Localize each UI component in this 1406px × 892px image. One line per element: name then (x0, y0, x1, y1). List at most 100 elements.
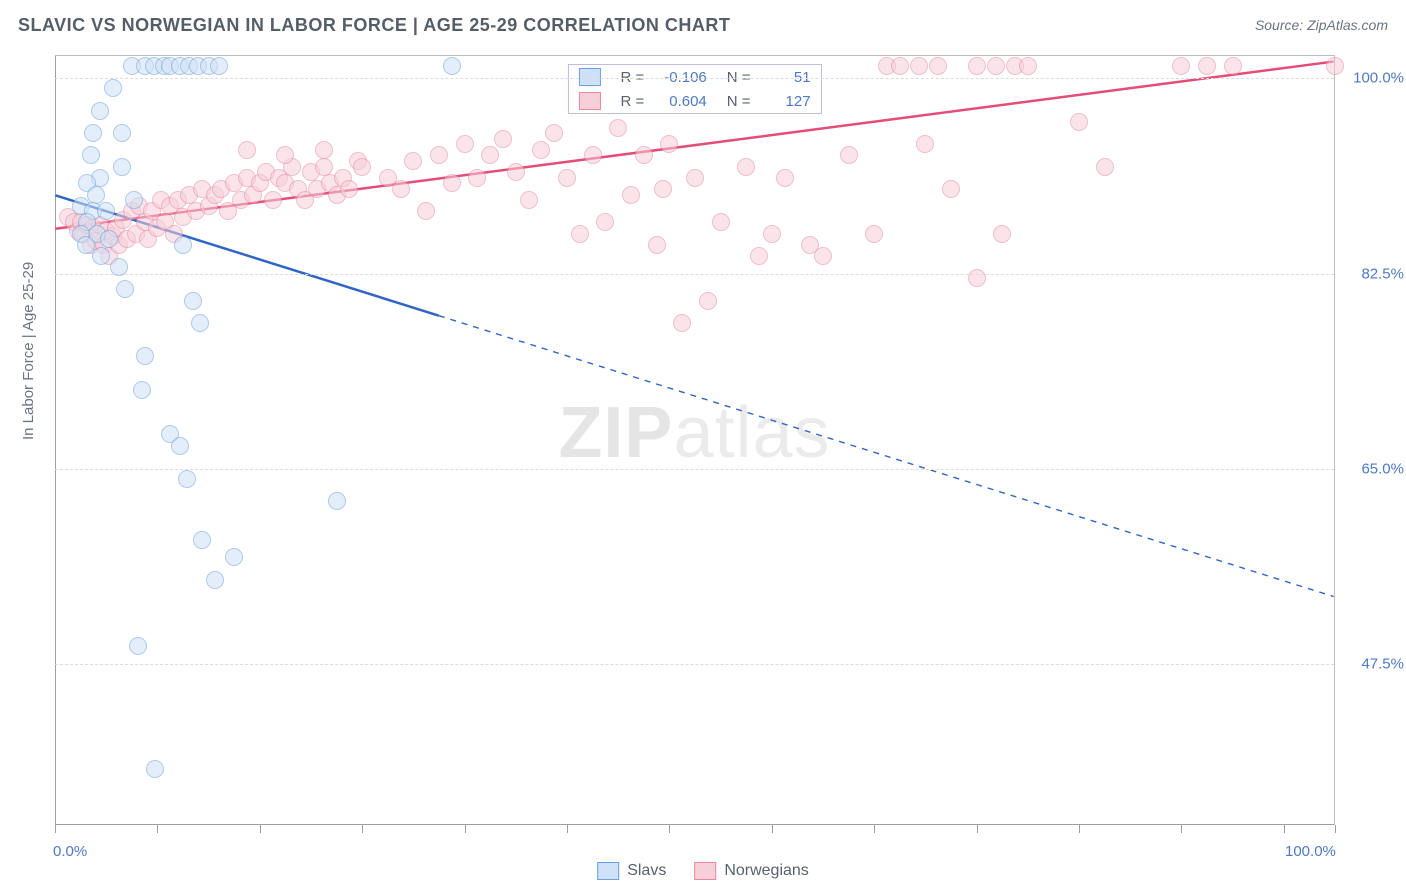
y-tick-label: 100.0% (1344, 70, 1404, 87)
x-axis-line (55, 824, 1334, 825)
slavs-point (328, 492, 346, 510)
legend-item-slavs: Slavs (597, 862, 666, 880)
norwegians-point (737, 158, 755, 176)
x-tick (772, 825, 773, 833)
watermark-part1: ZIP (558, 392, 673, 472)
watermark-part2: atlas (673, 392, 830, 472)
norwegians-point (910, 57, 928, 75)
slavs-point (100, 230, 118, 248)
legend-item-norwegians: Norwegians (694, 862, 808, 880)
slavs-point (146, 760, 164, 778)
r-value-slavs: -0.106 (654, 65, 717, 89)
y-axis-title: In Labor Force | Age 25-29 (20, 262, 37, 440)
gridline-h (55, 469, 1334, 470)
norwegians-point (942, 180, 960, 198)
slavs-point (104, 79, 122, 97)
norwegians-point (609, 119, 627, 137)
series-legend: Slavs Norwegians (597, 862, 809, 880)
norwegians-point (654, 180, 672, 198)
norwegians-point (1096, 158, 1114, 176)
slavs-point (206, 571, 224, 589)
correlation-legend: R = -0.106 N = 51 R = 0.604 N = 127 (567, 64, 821, 114)
slavs-point (92, 247, 110, 265)
norwegians-point (1172, 57, 1190, 75)
slavs-point (91, 102, 109, 120)
norwegians-point (596, 213, 614, 231)
slavs-point (225, 548, 243, 566)
norwegians-point (648, 236, 666, 254)
x-axis-label-right: 100.0% (1285, 843, 1336, 860)
norwegians-point (1326, 57, 1344, 75)
x-tick (977, 825, 978, 833)
norwegians-point (622, 186, 640, 204)
norwegians-point (276, 146, 294, 164)
n-label: N = (717, 89, 761, 113)
x-tick (260, 825, 261, 833)
norwegians-point (776, 169, 794, 187)
norwegians-point (456, 135, 474, 153)
norwegians-point (468, 169, 486, 187)
norwegians-point (404, 152, 422, 170)
norwegians-point (968, 269, 986, 287)
slavs-point (171, 437, 189, 455)
slavs-point (193, 531, 211, 549)
legend-row-norwegians: R = 0.604 N = 127 (568, 89, 820, 113)
norwegians-point (481, 146, 499, 164)
legend-label-slavs: Slavs (627, 862, 666, 880)
y-tick-label: 47.5% (1344, 656, 1404, 673)
norwegians-point (507, 163, 525, 181)
norwegians-point (571, 225, 589, 243)
slavs-point (129, 637, 147, 655)
slavs-point (113, 124, 131, 142)
slavs-point (87, 186, 105, 204)
x-tick (874, 825, 875, 833)
slavs-point (136, 347, 154, 365)
x-tick (1335, 825, 1336, 833)
slavs-point (178, 470, 196, 488)
norwegians-point (315, 141, 333, 159)
plot-area: ZIPatlas R = -0.106 N = 51 R = 0.604 N =… (55, 55, 1335, 825)
norwegians-point (865, 225, 883, 243)
gridline-h (55, 274, 1334, 275)
legend-label-norwegians: Norwegians (724, 862, 808, 880)
norwegians-point (712, 213, 730, 231)
x-tick (55, 825, 56, 833)
norwegians-point (1019, 57, 1037, 75)
slavs-point (97, 202, 115, 220)
slavs-point (133, 381, 151, 399)
slavs-point (125, 191, 143, 209)
norwegians-point (660, 135, 678, 153)
gridline-h (55, 664, 1334, 665)
x-tick (362, 825, 363, 833)
norwegians-point (238, 141, 256, 159)
slavs-point (443, 57, 461, 75)
x-tick (465, 825, 466, 833)
x-tick (1181, 825, 1182, 833)
norwegians-point (699, 292, 717, 310)
slavs-point (113, 158, 131, 176)
chart-header: SLAVIC VS NORWEGIAN IN LABOR FORCE | AGE… (0, 0, 1406, 50)
norwegians-point (673, 314, 691, 332)
y-axis-line (55, 56, 56, 825)
legend-row-slavs: R = -0.106 N = 51 (568, 65, 820, 89)
norwegians-point (1224, 57, 1242, 75)
r-value-norwegians: 0.604 (654, 89, 717, 113)
norwegians-point (520, 191, 538, 209)
slavs-point (82, 146, 100, 164)
norwegians-point (558, 169, 576, 187)
gridline-h (55, 78, 1334, 79)
norwegians-point (392, 180, 410, 198)
norwegians-point (929, 57, 947, 75)
swatch-norwegians-bottom (694, 862, 716, 880)
norwegians-point (584, 146, 602, 164)
r-label: R = (610, 65, 654, 89)
norwegians-point (315, 158, 333, 176)
x-tick (669, 825, 670, 833)
norwegians-point (968, 57, 986, 75)
source-link[interactable]: ZipAtlas.com (1307, 17, 1388, 33)
norwegians-point (993, 225, 1011, 243)
r-label: R = (610, 89, 654, 113)
slavs-point (184, 292, 202, 310)
x-tick (1284, 825, 1285, 833)
norwegians-point (443, 174, 461, 192)
